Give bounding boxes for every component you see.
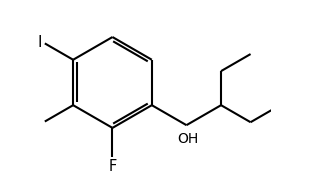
Text: F: F bbox=[108, 159, 116, 174]
Text: I: I bbox=[38, 35, 42, 50]
Text: OH: OH bbox=[177, 132, 198, 146]
